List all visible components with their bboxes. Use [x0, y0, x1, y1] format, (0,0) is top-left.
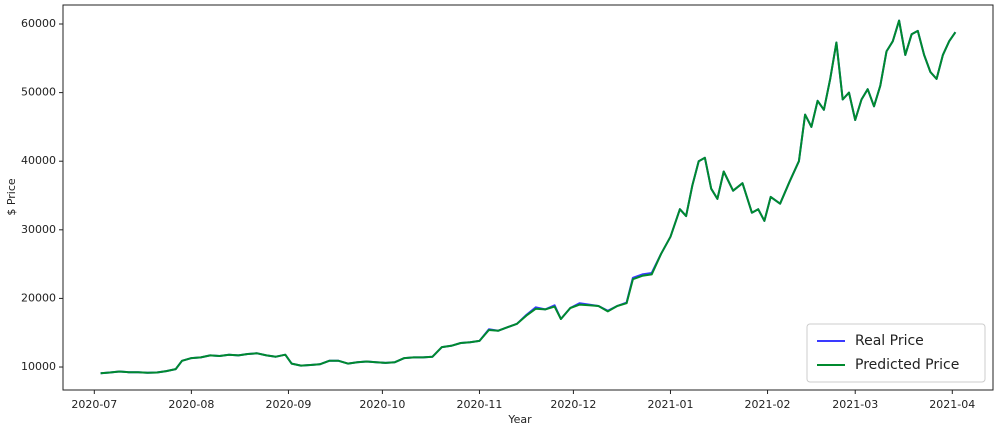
plot-frame	[62, 4, 994, 391]
y-tick-label: 40000	[21, 154, 56, 167]
y-tick-label: 30000	[21, 223, 56, 236]
x-tick-label: 2020-08	[168, 398, 214, 411]
x-tick-label: 2021-01	[647, 398, 693, 411]
legend-box	[806, 323, 986, 383]
x-tick-label: 2020-07	[71, 398, 117, 411]
y-tick-label: 60000	[21, 17, 56, 30]
x-tick-label: 2020-09	[265, 398, 311, 411]
x-tick-label: 2020-10	[359, 398, 405, 411]
x-axis-label: Year	[507, 413, 532, 426]
y-tick-label: 10000	[21, 360, 56, 373]
price-line	[100, 19, 957, 375]
y-tick-label: 20000	[21, 291, 56, 304]
x-tick-label: 2021-03	[832, 398, 878, 411]
price-line	[100, 19, 957, 375]
y-axis-label: $ Price	[5, 178, 18, 216]
x-tick-label: 2020-11	[456, 398, 502, 411]
legend-label: Predicted Price	[855, 357, 959, 373]
x-tick-label: 2021-02	[745, 398, 791, 411]
x-tick-label: 2020-12	[550, 398, 596, 411]
legend: Real Price Predicted Price	[806, 323, 986, 383]
y-tick-label: 50000	[21, 86, 56, 99]
legend-label: Real Price	[855, 333, 924, 349]
x-tick-label: 2021-04	[929, 398, 975, 411]
